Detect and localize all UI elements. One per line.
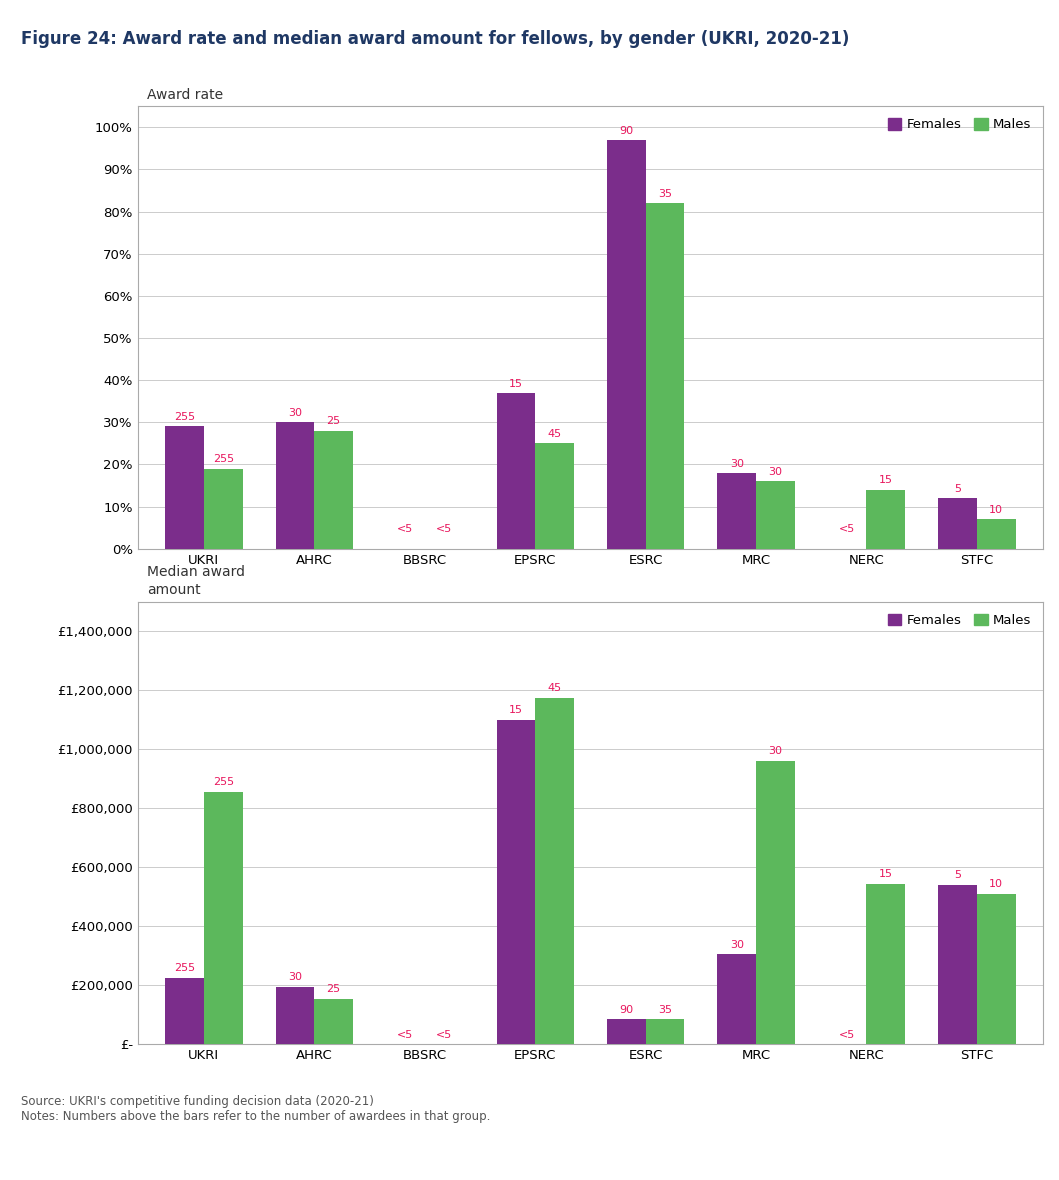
Text: 5: 5 <box>954 484 961 494</box>
Bar <box>165 426 204 549</box>
Bar <box>717 473 756 549</box>
Text: 35: 35 <box>658 189 671 199</box>
Text: 255: 255 <box>174 963 195 973</box>
Text: 15: 15 <box>879 476 893 485</box>
Bar <box>315 998 353 1044</box>
Bar <box>938 885 976 1044</box>
Text: Source: UKRI's competitive funding decision data (2020-21)
Notes: Numbers above : Source: UKRI's competitive funding decis… <box>21 1095 490 1123</box>
Text: 10: 10 <box>989 879 1003 890</box>
Bar <box>607 1020 646 1044</box>
Text: Median award
amount: Median award amount <box>147 565 245 597</box>
Bar <box>535 697 574 1044</box>
Text: 30: 30 <box>288 408 302 418</box>
Bar <box>497 720 535 1044</box>
Text: <5: <5 <box>436 1030 452 1040</box>
Legend: Females, Males: Females, Males <box>882 113 1037 137</box>
Text: 30: 30 <box>730 939 743 950</box>
Text: 15: 15 <box>879 868 893 879</box>
Text: <5: <5 <box>397 1030 414 1040</box>
Text: Award rate: Award rate <box>147 87 222 101</box>
Text: 255: 255 <box>213 454 234 465</box>
Text: <5: <5 <box>839 524 856 533</box>
Text: 25: 25 <box>326 984 341 994</box>
Bar <box>646 1020 684 1044</box>
Bar <box>165 978 204 1044</box>
Text: 30: 30 <box>288 972 302 982</box>
Text: Figure 24: Award rate and median award amount for fellows, by gender (UKRI, 2020: Figure 24: Award rate and median award a… <box>21 30 849 47</box>
Legend: Females, Males: Females, Males <box>882 609 1037 632</box>
Bar <box>976 519 1016 549</box>
Text: 30: 30 <box>769 467 783 477</box>
Text: <5: <5 <box>839 1030 856 1040</box>
Bar <box>497 393 535 549</box>
Text: 10: 10 <box>989 505 1003 514</box>
Text: 30: 30 <box>769 747 783 756</box>
Text: 255: 255 <box>213 778 234 787</box>
Bar <box>976 894 1016 1044</box>
Bar <box>275 422 315 549</box>
Bar <box>275 986 315 1044</box>
Bar <box>938 498 976 549</box>
Text: <5: <5 <box>436 524 452 533</box>
Bar <box>646 203 684 549</box>
Text: 25: 25 <box>326 417 341 426</box>
Bar <box>315 431 353 549</box>
Text: 45: 45 <box>548 430 561 439</box>
Bar <box>204 792 243 1044</box>
Text: 5: 5 <box>954 871 961 880</box>
Bar <box>866 884 905 1044</box>
Text: 45: 45 <box>548 683 561 693</box>
Text: 255: 255 <box>174 412 195 422</box>
Bar <box>717 955 756 1044</box>
Bar <box>535 444 574 549</box>
Text: 30: 30 <box>730 459 743 468</box>
Text: 35: 35 <box>658 1004 671 1015</box>
Bar <box>607 140 646 549</box>
Text: 90: 90 <box>620 1004 633 1015</box>
Bar <box>866 490 905 549</box>
Bar <box>756 761 794 1044</box>
Text: 90: 90 <box>620 126 633 136</box>
Text: 15: 15 <box>509 706 523 715</box>
Bar <box>756 481 794 549</box>
Text: 15: 15 <box>509 379 523 388</box>
Bar <box>204 468 243 549</box>
Text: <5: <5 <box>397 524 414 533</box>
